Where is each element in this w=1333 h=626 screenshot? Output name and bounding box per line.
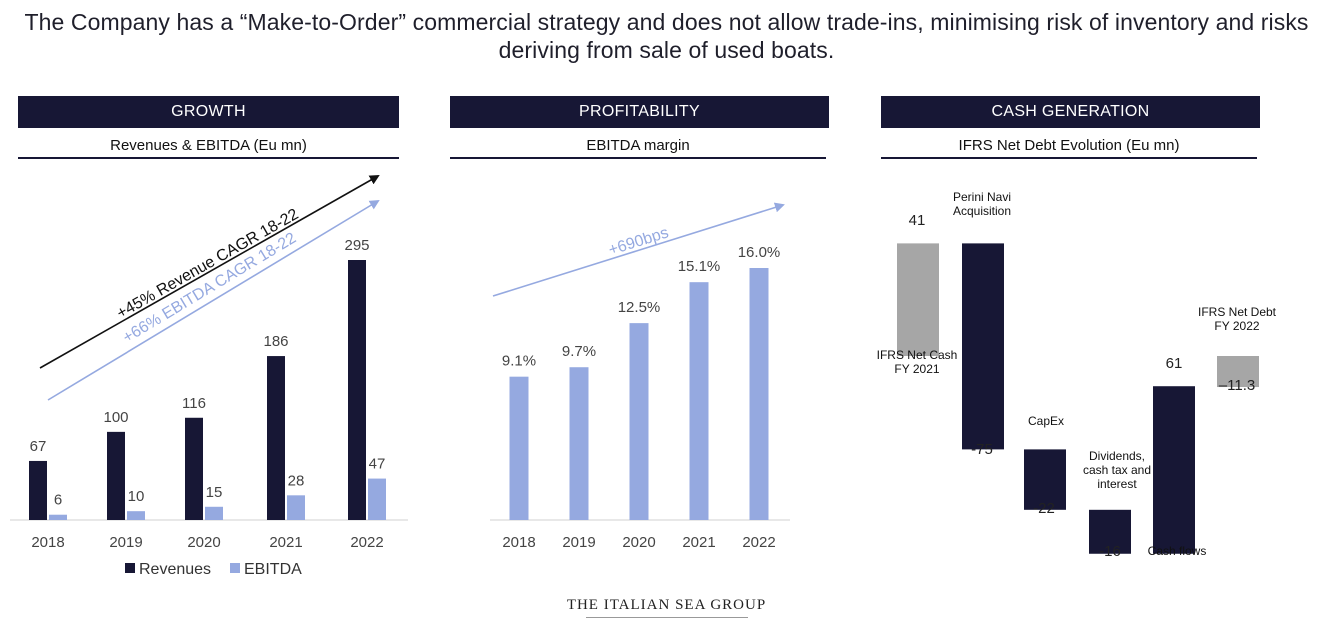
growth-revenue-label: 295 [344,237,369,254]
legend-revenues-label: Revenues [139,561,211,578]
profitability-x-tick: 2021 [682,534,715,551]
ebitda-margin-bar [569,367,589,520]
ebitda-margin-label: 12.5% [618,299,661,316]
waterfall-step-label: cash tax and [1083,463,1151,477]
ebitda-margin-bar [689,282,709,520]
waterfall-step-label: IFRS Net Debt [1198,305,1277,319]
footer-underline [586,617,748,618]
growth-ebitda-label: 15 [206,484,223,501]
growth-revenue-label: 186 [263,333,288,350]
legend-ebitda-swatch [230,563,240,573]
growth-revenue-bar [267,356,285,520]
growth-subtitle: Revenues & EBITDA (Eu mn) [18,133,399,159]
waterfall-bar [1153,386,1195,554]
waterfall-bar [1024,449,1066,510]
profitability-header: PROFITABILITY [450,96,829,128]
growth-x-tick: 2021 [269,534,302,551]
growth-ebitda-bar [368,478,386,520]
growth-revenue-bar [29,460,47,520]
growth-ebitda-label: 47 [369,456,386,473]
profitability-x-tick: 2020 [622,534,655,551]
growth-revenue-bar [107,431,125,520]
waterfall-step-label: Acquisition [953,204,1011,218]
growth-header: GROWTH [18,96,399,128]
waterfall-bar [1089,509,1131,554]
waterfall-bar [962,243,1004,450]
waterfall-step-label: IFRS Net Cash [877,348,958,362]
waterfall-step-label: interest [1097,477,1137,491]
waterfall-value-label: 41 [909,212,926,229]
ebitda-margin-bar [629,323,649,520]
waterfall-value-label: –11.3 [1219,377,1255,394]
margin-expansion-arrow [492,202,785,297]
profitability-x-tick: 2022 [742,534,775,551]
growth-ebitda-label: 6 [54,492,62,509]
growth-x-tick: 2020 [187,534,220,551]
ebitda-margin-label: 9.7% [562,343,596,360]
waterfall-step-label: FY 2022 [1214,319,1259,333]
profitability-x-tick: 2018 [502,534,535,551]
ebitda-margin-bar [749,268,769,520]
waterfall-step-label: CapEx [1028,414,1064,428]
waterfall-value-label: 61 [1166,355,1183,372]
waterfall-value-label: -22 [1033,500,1055,517]
growth-x-tick: 2019 [109,534,142,551]
growth-ebitda-bar [49,514,67,520]
growth-ebitda-label: 28 [288,472,305,489]
ebitda-cagr-arrow [47,199,380,401]
footer-logo-text: THE ITALIAN SEA GROUP [566,597,767,613]
growth-ebitda-bar [127,511,145,520]
growth-x-tick: 2022 [350,534,383,551]
headline: The Company has a “Make-to-Order” commer… [24,9,1309,63]
waterfall-step-label: Dividends, [1089,449,1145,463]
legend-ebitda-label: EBITDA [244,561,302,578]
revenue-cagr-arrow [39,175,380,369]
cash-generation-subtitle: IFRS Net Debt Evolution (Eu mn) [881,133,1257,159]
ebitda-margin-label: 9.1% [502,353,536,370]
margin-expansion-label: +690bps [607,224,671,259]
waterfall-value-label: -16 [1099,543,1121,560]
profitability-x-tick: 2019 [562,534,595,551]
ebitda-margin-label: 15.1% [678,258,721,275]
ebitda-margin-label: 16.0% [738,244,781,261]
growth-revenue-bar [348,260,366,520]
waterfall-bar [897,243,939,356]
growth-revenue-bar [185,417,203,520]
growth-revenue-label: 100 [103,409,128,426]
growth-revenue-label: 67 [30,438,47,455]
waterfall-value-label: -75 [971,441,993,458]
waterfall-step-label: Perini Navi [953,190,1011,204]
growth-revenue-label: 116 [182,395,206,412]
waterfall-bar [1217,356,1259,388]
profitability-subtitle: EBITDA margin [450,133,826,159]
growth-ebitda-bar [287,495,305,520]
growth-ebitda-label: 10 [128,488,145,505]
waterfall-step-label: FY 2021 [894,362,939,376]
ebitda-margin-bar [509,376,529,520]
waterfall-step-label: Cash flows [1148,544,1207,558]
legend-revenues-swatch [125,563,135,573]
growth-x-tick: 2018 [31,534,64,551]
cash-generation-header: CASH GENERATION [881,96,1260,128]
growth-ebitda-bar [205,506,223,520]
